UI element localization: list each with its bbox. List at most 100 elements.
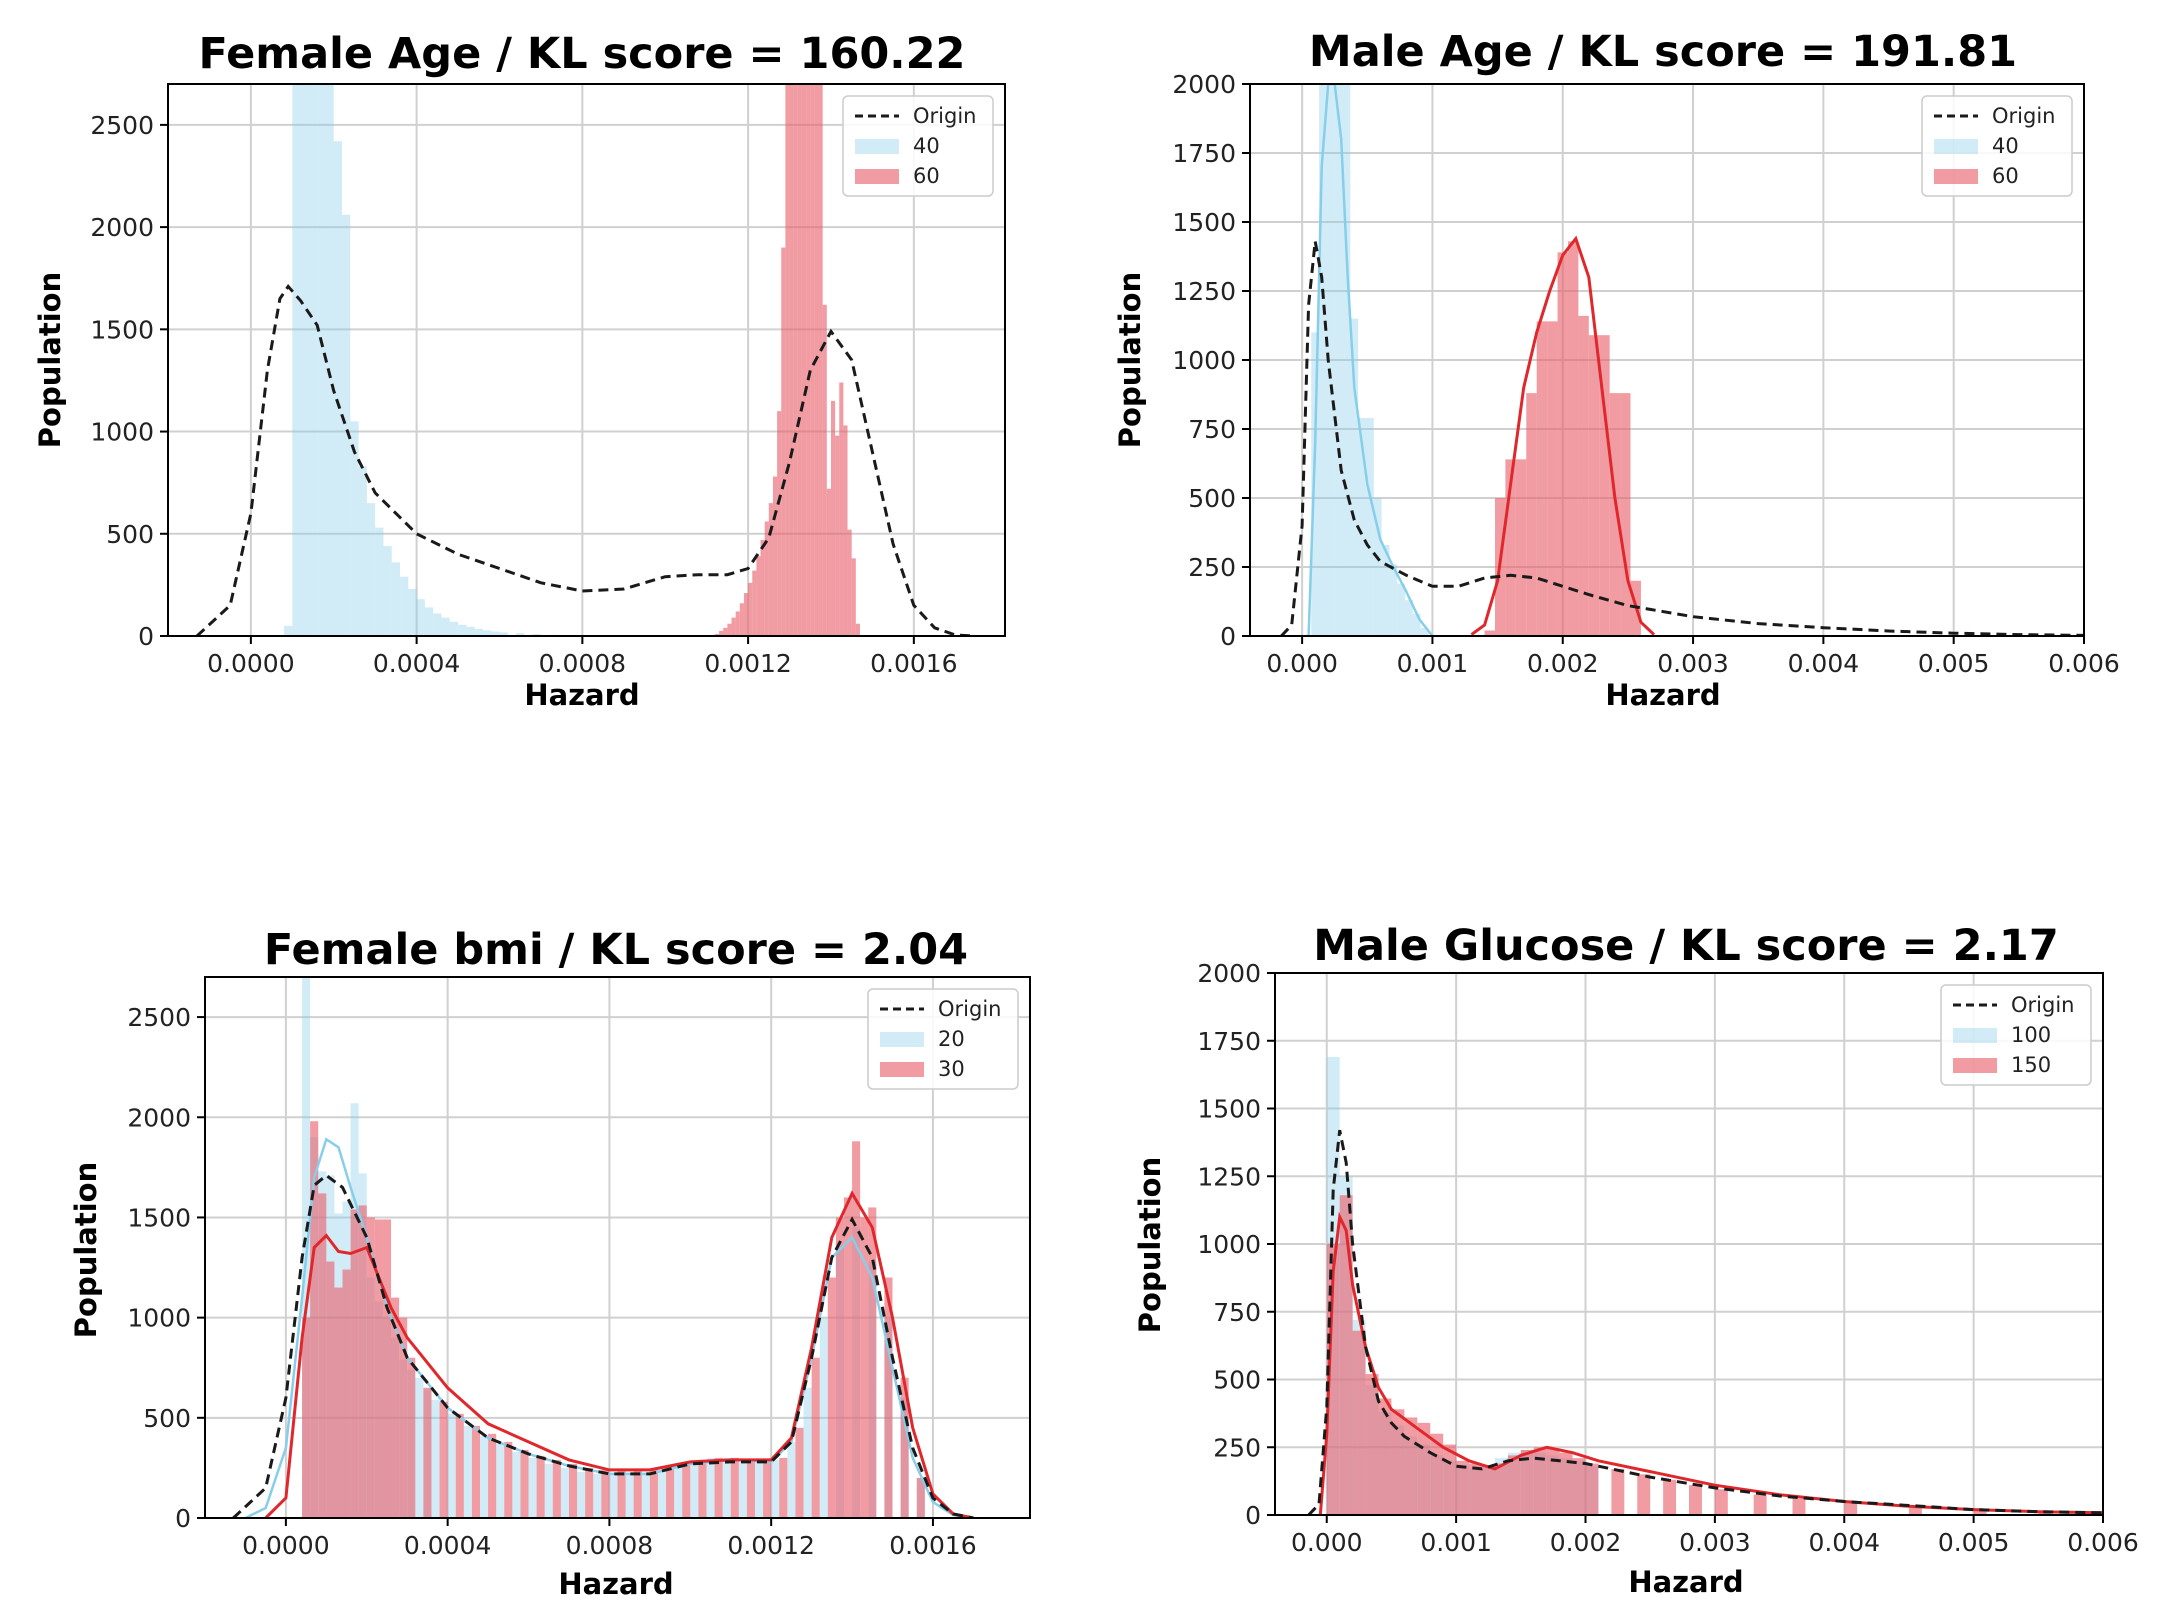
bar-40 [482,630,492,636]
bar-30 [900,1377,909,1518]
bar-40 [317,84,326,636]
panel-title: Female bmi / KL score = 2.04 [264,925,968,975]
bar-30 [746,1461,755,1518]
bar-20 [738,1461,747,1518]
y-tick-label: 1500 [127,1203,191,1232]
y-tick-label: 1250 [1172,277,1236,306]
origin-kde-line [232,1173,974,1518]
bar-40 [1350,318,1359,636]
bar-150 [1469,1463,1482,1515]
bar-20 [593,1473,602,1518]
bar-60 [752,570,757,636]
bar-60 [789,84,794,636]
bar-40 [383,546,392,636]
bar-30 [568,1463,578,1518]
y-axis-label: Population [1113,272,1147,448]
legend: Origin 100 150 [1940,984,2092,1086]
bar-20 [722,1457,731,1518]
bar-30 [827,1277,836,1518]
y-tick-label: 2000 [90,213,154,242]
y-tick-label: 750 [1213,1298,1261,1327]
bar-60 [743,593,749,636]
legend-label: 20 [938,1027,965,1051]
bar-30 [326,1261,335,1518]
bar-60 [785,84,790,636]
bar-60 [822,304,827,636]
bar-30 [633,1470,642,1518]
x-tick-label: 0.0000 [207,649,294,678]
y-tick-label: 750 [1188,415,1236,444]
bar-150 [1637,1474,1651,1515]
plot-frame [204,976,1031,1519]
bar-40 [474,628,483,636]
legend-swatch [1953,1058,1997,1073]
bar-30 [536,1455,545,1518]
x-axis-label: Hazard [1605,678,1720,712]
y-axis-label: Population [33,272,67,448]
bar-30 [342,1269,351,1518]
bar-60 [735,611,740,636]
bar-40 [1373,498,1382,636]
bar-30 [666,1467,675,1518]
bar-60 [1567,241,1579,636]
bar-30 [423,1387,432,1518]
bar-60 [1515,459,1527,636]
bar-40 [433,613,442,636]
x-tick-label: 0.000 [1266,649,1338,678]
bar-20 [803,1387,812,1518]
x-tick-label: 0.0008 [566,1531,653,1560]
bar-30 [868,1207,877,1518]
bar-30 [649,1469,658,1518]
bar-60 [772,476,778,636]
bar-40 [1397,583,1406,636]
bar-30 [382,1219,392,1518]
bar-30 [617,1470,626,1518]
x-ticks: 0.0000 0.0004 0.0008 0.0012 0.0016 [242,1518,977,1560]
bar-30 [552,1459,561,1518]
legend-swatch [1934,139,1978,154]
bar-30 [860,1217,869,1518]
bar-40 [499,632,508,636]
bar-20 [463,1425,472,1518]
y-tick-label: 1000 [127,1304,191,1333]
kde-line-60 [1470,235,1656,636]
bar-150 [1378,1398,1392,1515]
bar-20 [674,1465,683,1518]
bar-60 [839,382,844,636]
x-tick-label: 0.005 [1918,649,1990,678]
bar-30 [763,1461,772,1518]
bar-30 [682,1463,691,1518]
bar-60 [714,633,720,636]
bar-150 [1494,1463,1508,1515]
bar-60 [818,84,823,636]
bar-60 [731,617,736,636]
bar-20 [625,1474,634,1518]
bar-150 [1365,1374,1379,1515]
bar-60 [1484,630,1495,636]
bar-150 [1792,1498,1806,1515]
y-tick-label: 0 [1245,1501,1261,1530]
bar-40 [325,84,334,636]
y-tick-label: 1500 [1172,208,1236,237]
x-ticks: 0.000 0.001 0.002 0.003 0.004 0.005 0.006 [1266,636,2120,678]
bar-40 [441,617,450,636]
legend-swatch [855,169,899,184]
bar-20 [577,1471,586,1518]
bar-60 [797,84,802,636]
bar-40 [1319,84,1327,636]
legend-swatch [1953,1028,1997,1043]
legend-swatch [880,1032,924,1047]
y-tick-label: 2000 [1197,959,1261,988]
bar-40 [491,631,500,636]
bar-60 [748,582,753,636]
bar-30 [843,1197,853,1518]
bar-30 [439,1401,448,1518]
bar-150 [1844,1502,1858,1515]
bar-30 [471,1425,480,1518]
y-axis-label: Population [1133,1157,1167,1333]
bar-150 [1533,1447,1547,1515]
bar-150 [1326,1244,1340,1515]
bar-150 [1559,1452,1573,1515]
legend-swatch [880,1062,924,1077]
bar-30 [714,1457,723,1518]
